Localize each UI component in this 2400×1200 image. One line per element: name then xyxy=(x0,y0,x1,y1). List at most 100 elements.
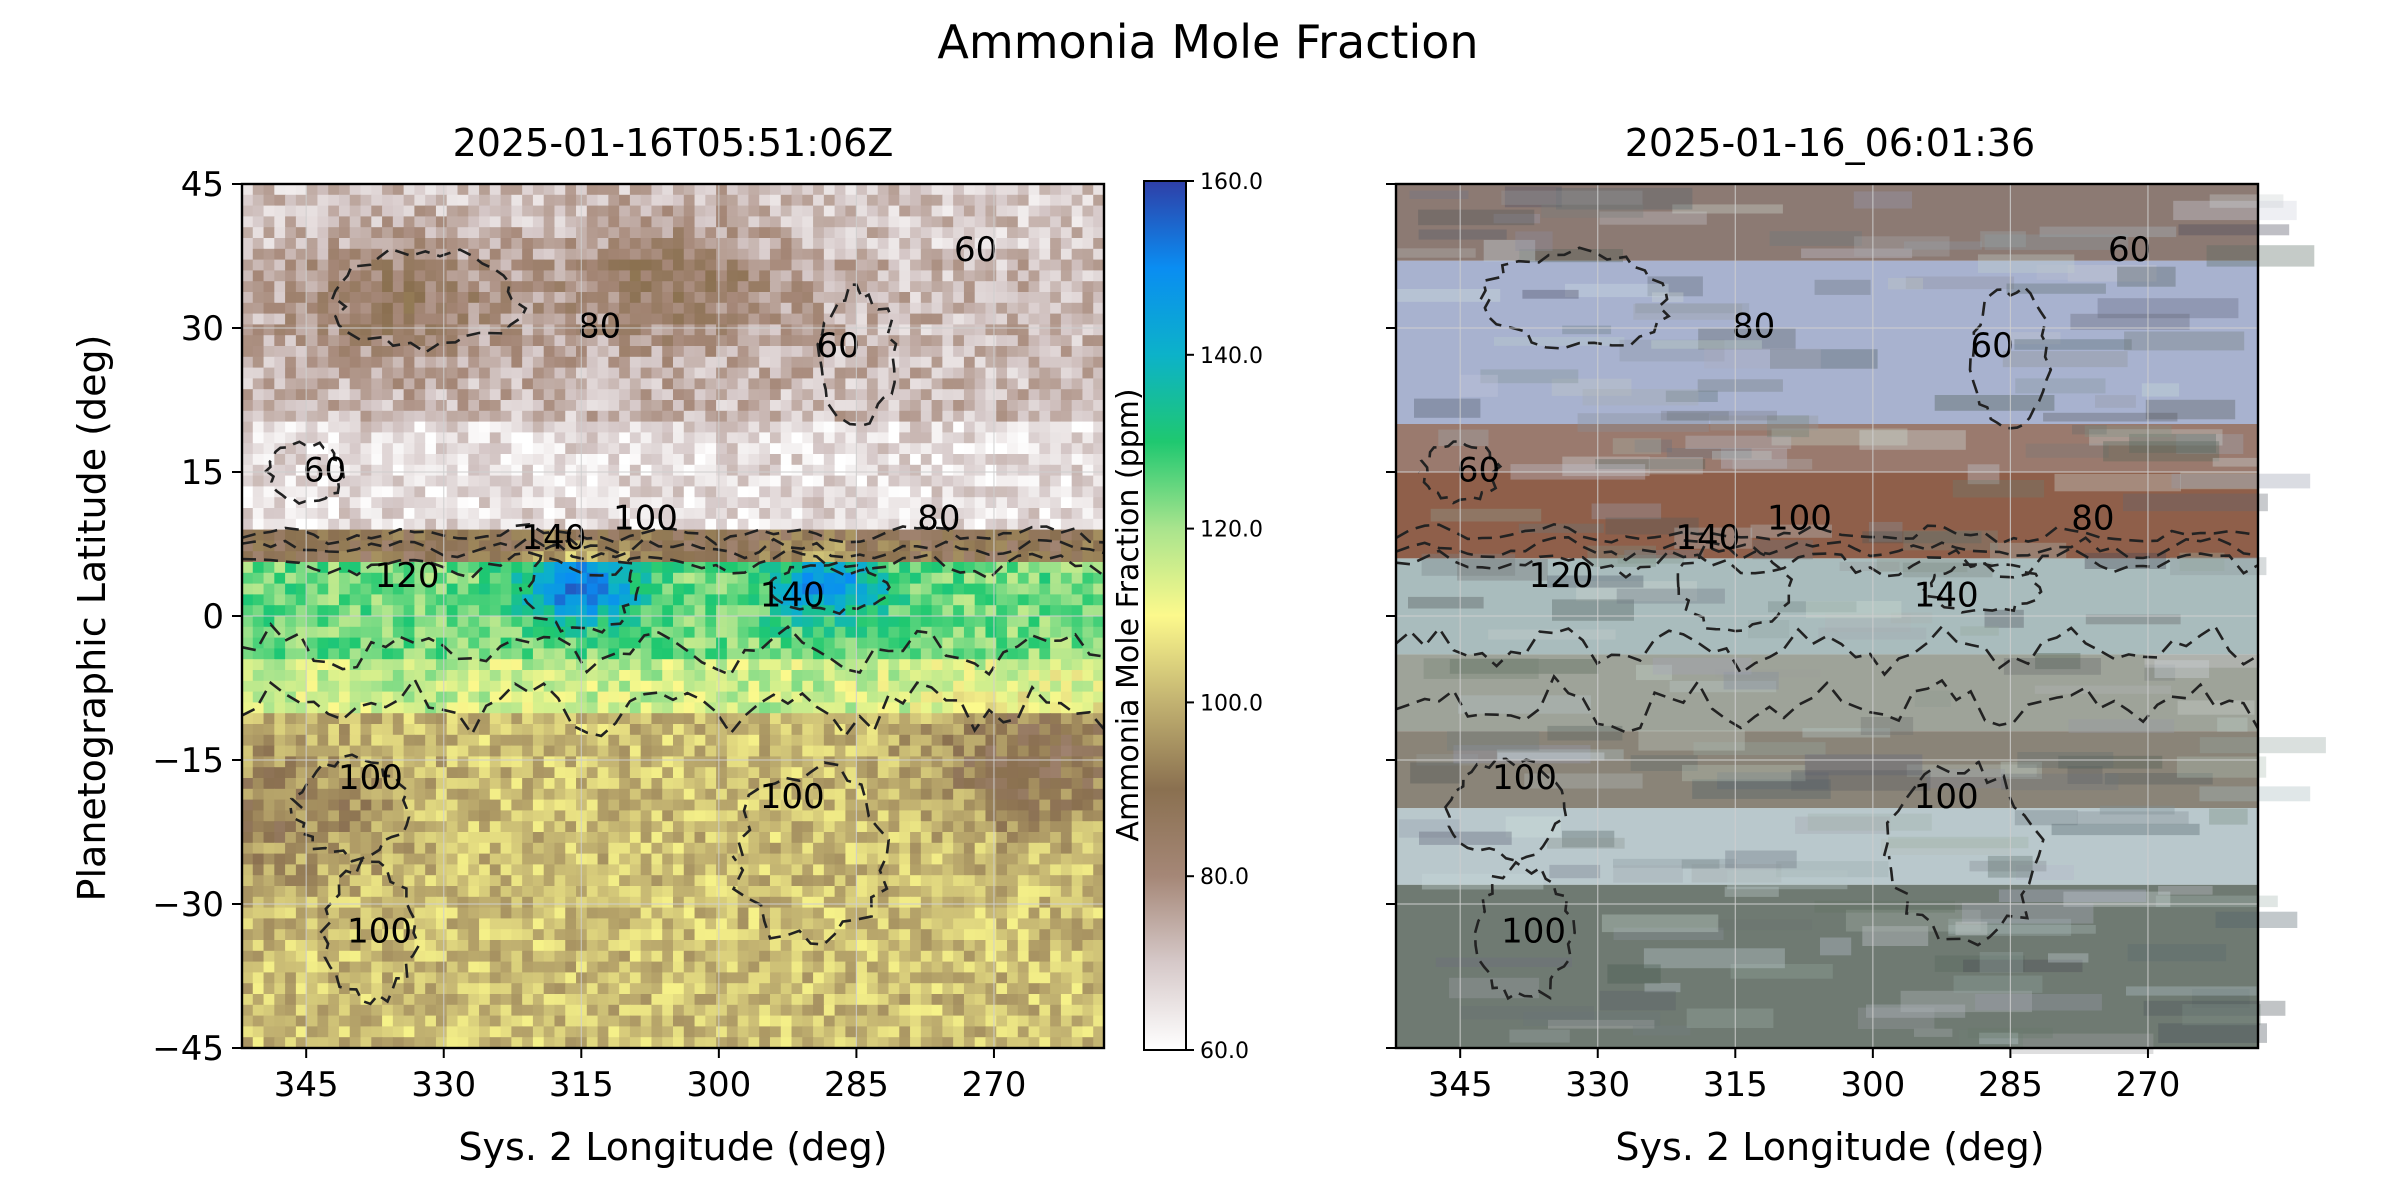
heatmap-cell xyxy=(522,691,534,703)
heatmap-cell xyxy=(769,756,782,768)
heatmap-cell xyxy=(543,454,556,466)
heatmap-cell xyxy=(813,464,825,477)
heatmap-cell xyxy=(1017,216,1030,228)
heatmap-cell xyxy=(554,324,566,336)
heatmap-cell xyxy=(392,454,405,466)
heatmap-cell xyxy=(942,432,954,444)
heatmap-cell xyxy=(457,745,469,757)
heatmap-cell xyxy=(910,443,922,455)
heatmap-cell xyxy=(748,605,760,617)
heatmap-cell xyxy=(543,302,556,315)
heatmap-cell xyxy=(651,270,663,282)
heatmap-cell xyxy=(748,713,760,725)
heatmap-cell xyxy=(619,410,631,423)
heatmap-cell xyxy=(403,734,416,747)
heatmap-cell xyxy=(468,238,480,250)
heatmap-cell xyxy=(317,432,329,444)
heatmap-cell xyxy=(597,778,609,790)
heatmap-cell xyxy=(737,756,750,768)
heatmap-cell xyxy=(726,216,739,228)
heatmap-cell xyxy=(263,184,275,196)
heatmap-cell xyxy=(425,724,437,736)
heatmap-cell xyxy=(263,756,275,768)
heatmap-cell xyxy=(996,626,1008,639)
heatmap-cell xyxy=(328,497,340,509)
heatmap-cell xyxy=(942,410,954,423)
heatmap-cell xyxy=(619,194,631,207)
heatmap-cell xyxy=(662,605,674,617)
heatmap-cell xyxy=(823,583,836,595)
heatmap-cell xyxy=(996,810,1008,822)
heatmap-cell xyxy=(317,572,329,585)
heatmap-cell xyxy=(511,670,523,682)
heatmap-cell xyxy=(640,454,653,466)
heatmap-cell xyxy=(392,421,405,433)
heatmap-cell xyxy=(252,734,265,747)
heatmap-cell xyxy=(479,659,491,671)
heatmap-cell xyxy=(425,281,437,293)
heatmap-cell xyxy=(619,626,631,639)
heatmap-cell xyxy=(295,540,308,552)
heatmap-cell xyxy=(834,734,847,747)
heatmap-cell xyxy=(856,832,868,844)
heatmap-cell xyxy=(780,292,793,304)
heatmap-cell xyxy=(511,216,523,228)
heatmap-cell xyxy=(963,540,976,552)
heatmap-cell xyxy=(716,670,728,682)
heatmap-cell xyxy=(845,508,857,520)
heatmap-cell xyxy=(1050,648,1062,660)
heatmap-cell xyxy=(274,367,286,379)
heatmap-cell xyxy=(274,292,286,304)
heatmap-cell xyxy=(1050,410,1062,423)
heatmap-cell xyxy=(931,626,943,639)
heatmap-cell xyxy=(705,626,717,639)
heatmap-cell xyxy=(392,756,405,768)
heatmap-cell xyxy=(414,259,426,271)
heatmap-cell xyxy=(802,238,814,250)
heatmap-cell xyxy=(1017,551,1030,563)
heatmap-cell xyxy=(877,367,890,379)
heatmap-cell xyxy=(554,378,566,390)
heatmap-cell xyxy=(996,713,1008,725)
heatmap-cell xyxy=(597,637,609,649)
heatmap-cell xyxy=(1093,238,1105,250)
heatmap-cell xyxy=(1039,767,1051,779)
heatmap-cell xyxy=(673,270,685,282)
heatmap-cell xyxy=(403,637,416,649)
heatmap-cell xyxy=(791,227,803,239)
heatmap-cell xyxy=(1028,400,1040,412)
heatmap-cell xyxy=(349,346,362,358)
heatmap-cell xyxy=(1093,432,1105,444)
heatmap-cell xyxy=(597,421,609,433)
heatmap-cell xyxy=(306,410,319,423)
heatmap-cell xyxy=(877,724,890,736)
heatmap-cell xyxy=(500,788,512,801)
heatmap-cell xyxy=(920,691,933,703)
heatmap-cell xyxy=(845,788,857,801)
heatmap-cell xyxy=(931,464,943,477)
heatmap-cell xyxy=(694,724,706,736)
heatmap-cell xyxy=(274,821,286,833)
heatmap-cell xyxy=(360,443,372,455)
heatmap-cell xyxy=(640,302,653,315)
heatmap-cell xyxy=(306,227,319,239)
heatmap-cell xyxy=(629,648,642,660)
heatmap-cell xyxy=(263,292,275,304)
heatmap-cell xyxy=(274,238,286,250)
heatmap-cell xyxy=(888,454,900,466)
heatmap-cell xyxy=(252,626,265,639)
heatmap-cell xyxy=(597,680,609,693)
heatmap-cell xyxy=(263,497,275,509)
heatmap-cell xyxy=(382,410,394,423)
heatmap-cell xyxy=(780,356,793,369)
heatmap-cell xyxy=(856,464,868,477)
heatmap-cell xyxy=(317,324,329,336)
heatmap-cell xyxy=(651,324,663,336)
heatmap-cell xyxy=(242,227,254,239)
heatmap-cell xyxy=(791,292,803,304)
heatmap-cell xyxy=(1093,194,1105,207)
heatmap-cell xyxy=(974,432,987,444)
heatmap-cell xyxy=(403,292,416,304)
heatmap-cell xyxy=(769,475,782,487)
heatmap-cell xyxy=(996,799,1008,811)
